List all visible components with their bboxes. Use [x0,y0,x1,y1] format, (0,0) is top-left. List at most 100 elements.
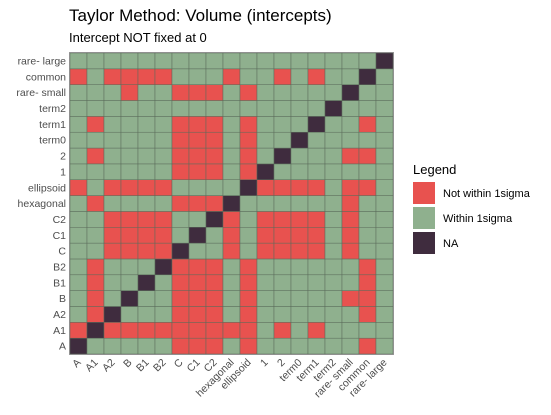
heatmap-cell [137,52,156,70]
heatmap-cell [307,322,326,339]
heatmap-cell [375,147,394,165]
heatmap-cell [154,52,173,70]
heatmap-cell [239,337,258,355]
heatmap-cell [222,290,241,307]
heatmap-cell [341,195,360,212]
heatmap-cell [120,116,139,133]
heatmap-cell [69,131,88,149]
heatmap-cell [290,195,309,212]
heatmap-cell [341,274,360,291]
heatmap-cells [69,52,394,355]
heatmap-cell [358,290,377,307]
heatmap-cell [188,337,207,355]
heatmap-cell [154,290,173,307]
heatmap-cell [171,290,190,307]
heatmap-cell [103,52,122,70]
heatmap-cell [137,242,156,260]
heatmap-cell [290,52,309,70]
heatmap-cell [256,147,275,165]
heatmap-cell [239,242,258,260]
heatmap-cell [69,52,88,70]
heatmap-cell [256,52,275,70]
heatmap-cell [188,147,207,165]
heatmap-cell [273,306,292,323]
heatmap-cell [188,163,207,180]
heatmap-cell [324,274,343,291]
heatmap-cell [341,258,360,276]
heatmap-cell [324,100,343,117]
heatmap-cell [256,242,275,260]
heatmap-cell [273,274,292,291]
heatmap-cell [324,337,343,355]
heatmap-cell [120,179,139,196]
heatmap-cell [188,131,207,149]
heatmap-cell [103,100,122,117]
heatmap-cell [154,258,173,276]
legend: Legend Not within 1sigma Within 1sigma NA [413,162,531,254]
heatmap-cell [188,227,207,244]
heatmap-cell [86,147,105,165]
x-tick-label: A1 [83,357,101,375]
heatmap-cell [222,131,241,149]
heatmap-cell [358,195,377,212]
heatmap-cell [375,131,394,149]
heatmap-cell [256,163,275,180]
heatmap-cell [273,68,292,85]
heatmap-cell [205,290,224,307]
heatmap-cell [205,179,224,196]
y-tick-label: common [26,71,66,83]
heatmap-cell [375,163,394,180]
heatmap-cell [137,116,156,133]
y-tick-label: C2 [53,214,67,226]
heatmap-cell [205,306,224,323]
heatmap-cell [120,290,139,307]
heatmap-cell [137,274,156,291]
heatmap-cell [103,179,122,196]
heatmap-cell [86,227,105,244]
heatmap-cell [324,179,343,196]
heatmap-cell [307,100,326,117]
y-axis: A A1 A2 B B1 B2 C C1 C2 hexagonal ellipsoid 1 2 term0… [16,56,66,353]
heatmap-cell [239,211,258,228]
heatmap-cell [103,211,122,228]
heatmap-cell [171,163,190,180]
heatmap-cell [358,116,377,133]
heatmap-cell [307,68,326,85]
heatmap-cell [120,258,139,276]
y-tick-label: term0 [39,135,66,147]
heatmap-cell [154,100,173,117]
heatmap-cell [358,258,377,276]
heatmap-cell [375,195,394,212]
heatmap-cell [120,163,139,180]
heatmap-cell [171,84,190,101]
heatmap-cell [358,163,377,180]
heatmap-cell [222,84,241,101]
y-tick-label: term1 [39,119,66,131]
legend-swatch [413,232,435,254]
heatmap-cell [239,274,258,291]
heatmap-cell [103,258,122,276]
heatmap-cell [103,290,122,307]
heatmap-cell [375,306,394,323]
heatmap-cell [188,322,207,339]
x-tick-label: B1 [134,357,152,375]
heatmap-cell [256,322,275,339]
heatmap-cell [256,84,275,101]
heatmap-cell [120,306,139,323]
heatmap-cell [273,195,292,212]
heatmap-cell [307,131,326,149]
heatmap-cell [154,116,173,133]
heatmap-cell [256,306,275,323]
heatmap-cell [171,227,190,244]
heatmap-cell [290,258,309,276]
heatmap-cell [290,116,309,133]
heatmap-cell [86,100,105,117]
heatmap-cell [137,337,156,355]
y-tick-label: hexagonal [18,198,66,210]
heatmap-cell [222,242,241,260]
heatmap-cell [239,100,258,117]
heatmap-cell [137,290,156,307]
heatmap-cell [222,52,241,70]
heatmap-cell [171,258,190,276]
